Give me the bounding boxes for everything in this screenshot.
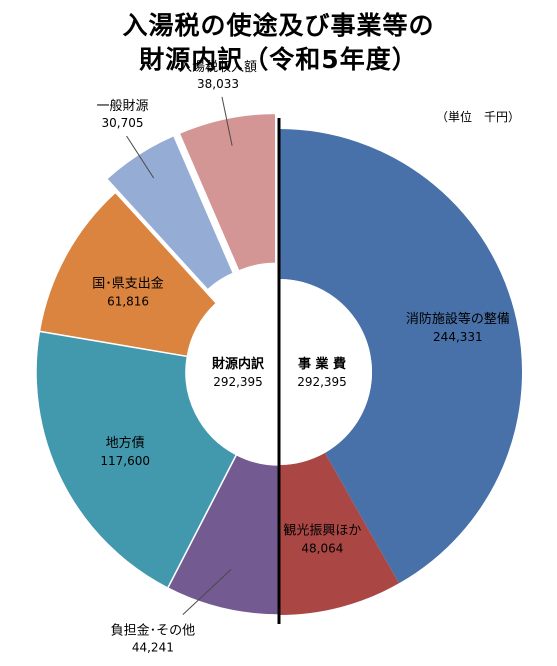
chart-subtitle: 財源内訳（令和5年度） (139, 45, 418, 74)
funding-leader-1 (221, 96, 233, 146)
funding-leader-5 (182, 568, 232, 616)
unit-note: （単位 千円） (436, 110, 521, 124)
funding-label-5: 負担金･その他 (111, 623, 196, 639)
funding-value-3: 61,816 (107, 295, 149, 309)
funding-leader-2 (126, 135, 155, 179)
funding-label-3: 国･県支出金 (92, 276, 164, 292)
expenditure-label-2: 観光振興ほか (283, 523, 361, 538)
expenditure-value-2: 48,064 (301, 541, 343, 555)
expenditure-slice-2 (279, 452, 399, 615)
center-value-expenditure: 292,395 (297, 375, 347, 389)
center-value-funding: 292,395 (213, 375, 263, 389)
funding-label-4: 地方債 (106, 435, 145, 451)
expenditure-label-1: 消防施設等の整備 (406, 311, 510, 327)
funding-label-1: 入湯税収入額 (179, 60, 257, 75)
funding-slice-1 (178, 112, 277, 272)
funding-value-5: 44,241 (132, 641, 174, 655)
expenditure-slice-1 (279, 129, 522, 584)
center-label-funding: 財源内訳 (211, 356, 265, 372)
funding-label-2: 一般財源 (97, 98, 149, 114)
expenditure-value-1: 244,331 (433, 330, 483, 344)
funding-value-2: 30,705 (102, 116, 144, 130)
funding-slice-2 (105, 134, 235, 291)
funding-value-1: 38,033 (197, 77, 239, 91)
chart-title: 入湯税の使途及び事業等の (122, 11, 435, 40)
funding-value-4: 117,600 (100, 454, 150, 468)
center-label-expenditure: 事 業 費 (298, 356, 346, 372)
